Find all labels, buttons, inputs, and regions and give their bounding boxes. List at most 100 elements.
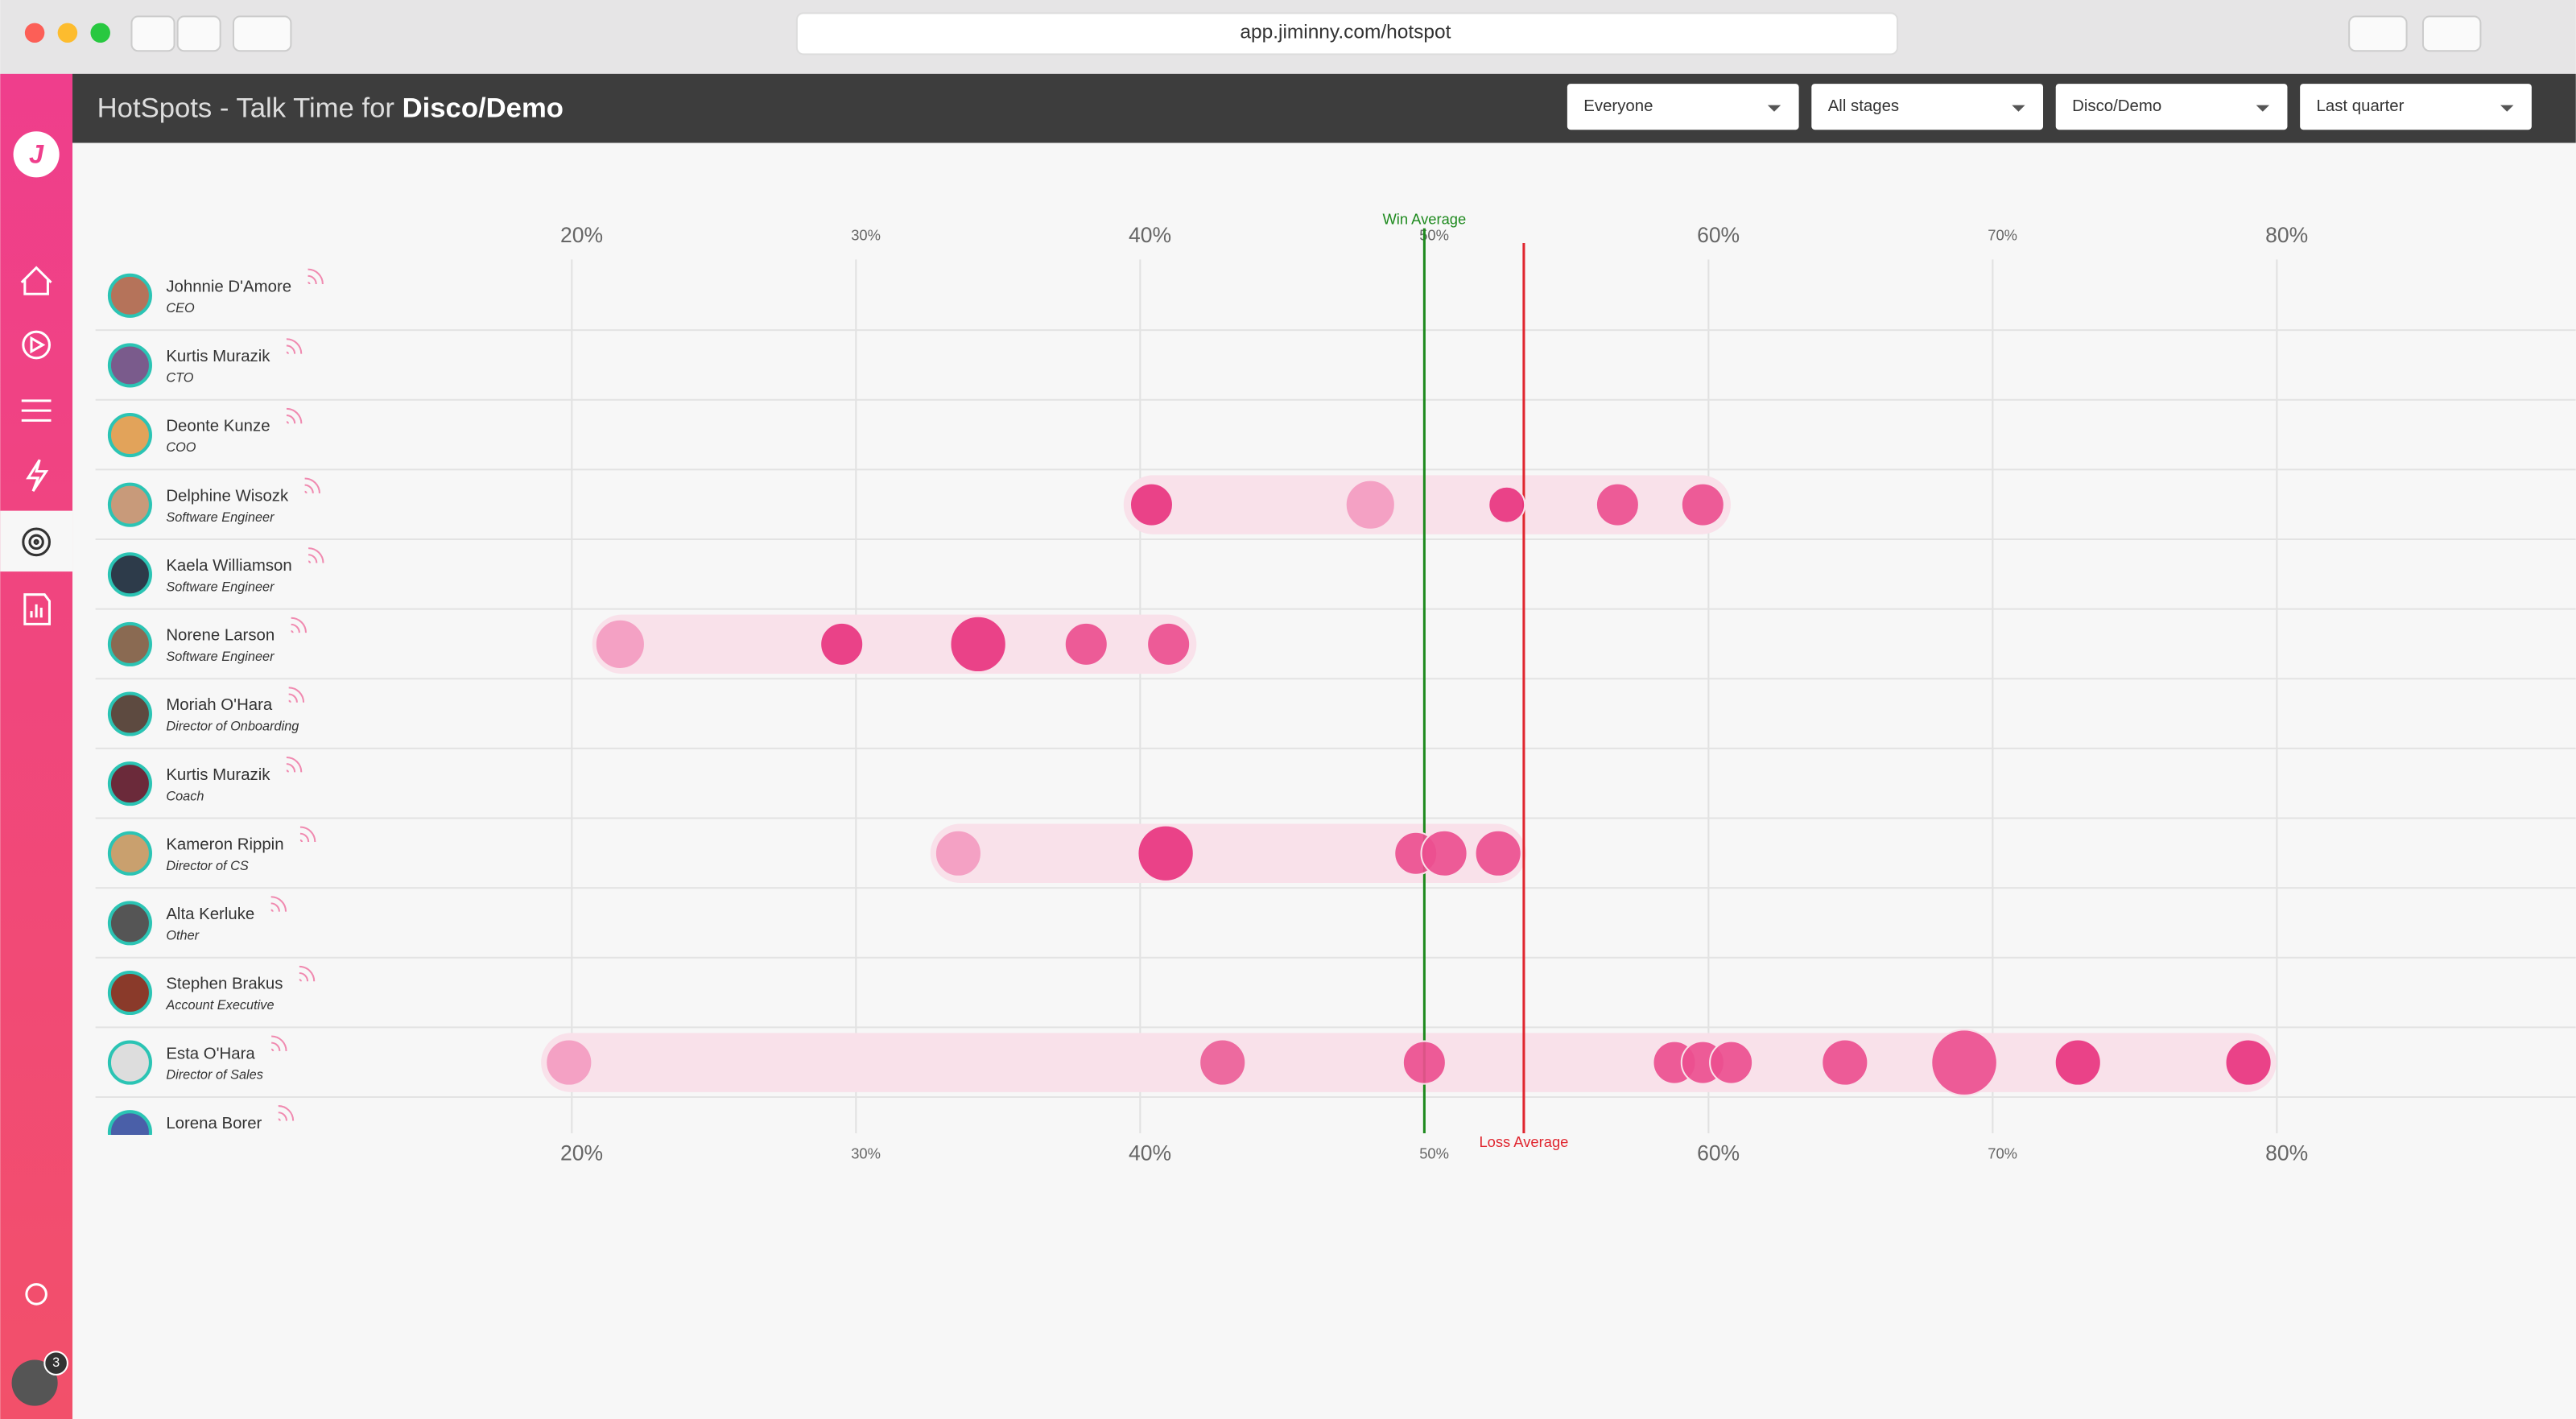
x-tick-label: 80% [2265, 223, 2308, 247]
talk-time-bubble[interactable] [545, 1038, 593, 1087]
talk-time-bubble[interactable] [1146, 621, 1191, 666]
x-tick-label: 40% [1129, 223, 1171, 247]
avatar [107, 343, 152, 388]
report-icon[interactable] [23, 593, 51, 625]
talk-time-bubble[interactable] [1199, 1038, 1247, 1087]
x-tick-label: 30% [851, 1145, 881, 1161]
filter-label: All stages [1828, 97, 1899, 115]
title-topic: Disco/Demo [402, 93, 564, 124]
person-name: Delphine Wisozk [166, 487, 289, 505]
x-tick-label: 70% [1988, 1145, 2017, 1161]
talk-time-bubble[interactable] [1344, 479, 1396, 530]
dropdown-caret [2256, 105, 2270, 112]
x-tick-label: 20% [560, 223, 603, 247]
x-tick-label: 60% [1697, 1141, 1740, 1165]
home-icon[interactable] [20, 266, 52, 295]
person-role: Other [166, 929, 199, 943]
talk-time-bubble[interactable] [1709, 1040, 1754, 1085]
talk-time-bubble[interactable] [1488, 485, 1526, 524]
dropdown-caret [1767, 105, 1781, 112]
average-label: Win Average [1382, 210, 1466, 227]
feed-icon[interactable] [270, 896, 287, 912]
talk-time-bubble[interactable] [949, 615, 1007, 674]
feed-icon[interactable] [291, 617, 308, 633]
filters: Everyone All stages Disco/Demo Last quarter [1567, 84, 2532, 130]
close-button[interactable] [24, 23, 45, 43]
talk-time-bubble[interactable] [1821, 1038, 1869, 1087]
filter-dropdown[interactable] [1567, 84, 1799, 130]
feed-icon[interactable] [278, 1105, 295, 1121]
talk-time-bubble[interactable] [1129, 482, 1174, 527]
zoom-button[interactable] [90, 23, 110, 43]
x-tick-label: 70% [1988, 227, 2017, 244]
filter-dropdown[interactable] [2300, 84, 2532, 130]
feed-icon[interactable] [286, 407, 303, 424]
minimize-button[interactable] [57, 23, 78, 43]
filter-label: Last quarter [2317, 97, 2405, 115]
avatar [107, 761, 152, 806]
feed-icon[interactable] [299, 965, 316, 982]
person-name: Stephen Brakus [166, 976, 283, 993]
person-role: COO [166, 440, 196, 455]
avatar [107, 901, 152, 946]
person-role: Account Executive [165, 998, 274, 1013]
person-name: Kameron Rippin [166, 835, 283, 853]
range-band [930, 823, 1526, 883]
tabs-button[interactable] [2421, 15, 2482, 52]
feed-icon[interactable] [288, 687, 305, 703]
talk-time-bubble[interactable] [1595, 482, 1640, 527]
address-bar[interactable] [795, 12, 1899, 56]
talk-time-bubble[interactable] [1402, 1040, 1447, 1085]
x-tick-label: 50% [1419, 227, 1449, 244]
talk-time-bubble[interactable] [1420, 829, 1468, 877]
talk-time-bubble[interactable] [1930, 1029, 1998, 1096]
person-name: Deonte Kunze [166, 418, 270, 435]
dropdown-caret [2500, 105, 2514, 112]
notification-badge [43, 1351, 68, 1376]
person-name: Kurtis Murazik [166, 348, 270, 365]
share-button[interactable] [2348, 15, 2408, 52]
talk-time-bubble[interactable] [819, 621, 865, 666]
filter-label: Everyone [1583, 97, 1653, 115]
feed-icon[interactable] [304, 477, 320, 494]
person-role: Director of Onboarding [166, 720, 299, 734]
url: app.jiminny.com/hotspot [1240, 21, 1451, 43]
talk-time-bubble[interactable] [1680, 482, 1725, 527]
talk-time-bubble[interactable] [934, 829, 983, 877]
avatar [107, 273, 152, 318]
list-icon[interactable] [21, 399, 52, 422]
avatar [107, 482, 152, 527]
title-text: HotSpots - Talk Time for [97, 93, 394, 124]
logo[interactable] [13, 131, 60, 178]
person-role: Coach [166, 789, 204, 803]
feed-icon[interactable] [286, 756, 303, 773]
talk-time-bubble[interactable] [1137, 824, 1195, 882]
feed-icon[interactable] [308, 268, 324, 285]
person-role: Software Engineer [166, 650, 275, 664]
x-tick-label: 80% [2265, 1141, 2308, 1165]
user-avatar[interactable] [11, 1359, 58, 1406]
talk-time-bubble[interactable] [2054, 1038, 2102, 1087]
talk-time-bubble[interactable] [594, 618, 646, 670]
avatar [107, 1040, 152, 1085]
bolt-icon[interactable] [26, 459, 49, 492]
back-button[interactable] [130, 15, 175, 52]
play-icon[interactable] [22, 330, 51, 360]
feed-icon[interactable] [270, 1035, 287, 1052]
feed-icon[interactable] [308, 547, 324, 563]
forward-button[interactable] [176, 15, 221, 52]
feed-icon[interactable] [286, 338, 303, 354]
feed-icon[interactable] [299, 826, 316, 843]
x-tick-label: 40% [1129, 1141, 1171, 1165]
filter-dropdown[interactable] [2055, 84, 2288, 130]
filter-dropdown[interactable] [1811, 84, 2044, 130]
sidebar-button[interactable] [232, 15, 292, 52]
person-name: Kaela Williamson [166, 557, 291, 575]
talk-time-bubble[interactable] [1063, 621, 1108, 666]
settings-icon[interactable] [25, 1283, 47, 1306]
logo-mark: J [29, 138, 44, 168]
talk-time-bubble[interactable] [1474, 829, 1522, 877]
talk-time-bubble[interactable] [2224, 1038, 2273, 1087]
